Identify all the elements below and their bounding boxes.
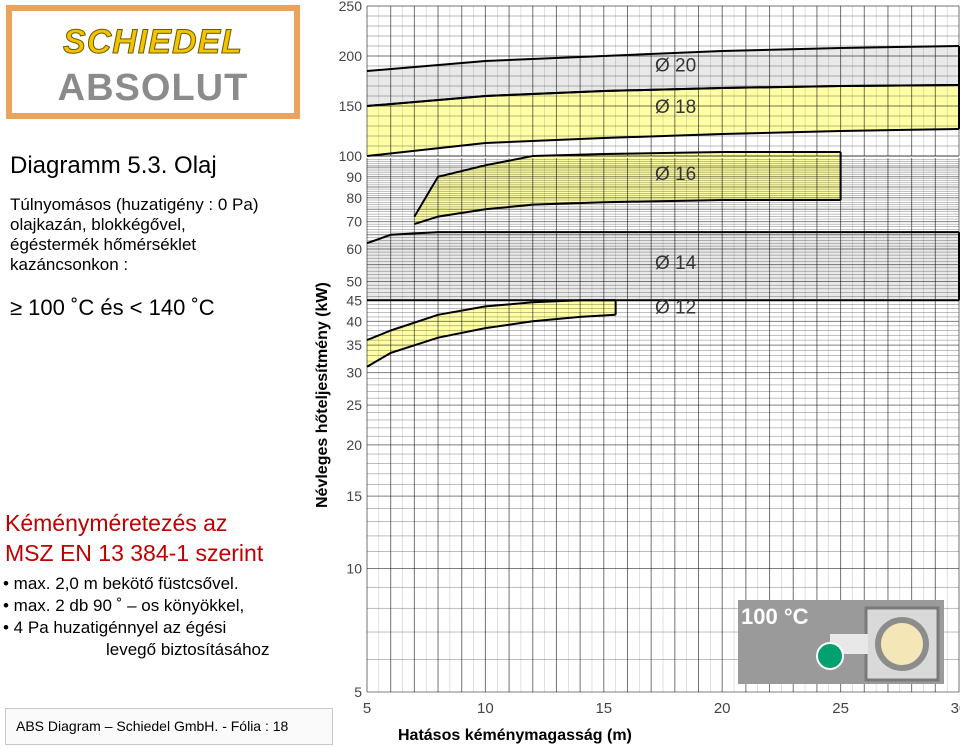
- badge-text: 100 °C: [741, 604, 809, 629]
- y-tick-label: 50: [346, 274, 362, 290]
- series-lower-boundary: [366, 84, 960, 107]
- conditions-list: • max. 2,0 m bekötő füstcsővel. • max. 2…: [3, 573, 270, 661]
- y-tick-label: 70: [346, 214, 362, 230]
- flame-icon: [875, 617, 929, 671]
- y-tick-label: 10: [346, 560, 362, 576]
- series-upper-boundary: [366, 45, 960, 72]
- series-label: Ø 20: [655, 56, 696, 77]
- series-lower-boundary: [366, 313, 616, 368]
- x-tick-label: 15: [595, 700, 612, 717]
- y-tick-label: 25: [346, 397, 362, 413]
- condition-item: • 4 Pa huzatigénnyel az égési: [3, 618, 227, 637]
- standard-heading-line-1: Kéményméretezés az: [5, 510, 228, 536]
- description-line: égéstermék hőmérséklet: [10, 235, 197, 254]
- y-tick-label: 40: [346, 313, 362, 329]
- series-label: Ø 18: [655, 97, 696, 118]
- y-tick-label: 60: [346, 241, 362, 257]
- logo-brand-text: SCHIEDEL: [63, 23, 243, 62]
- description: Túlnyomásos (huzatigény : 0 Pa) olajkazá…: [10, 195, 259, 275]
- y-tick-label: 250: [339, 0, 363, 14]
- y-tick-label: 45: [346, 292, 362, 308]
- series-lower-boundary: [366, 128, 960, 157]
- burner-status-icon: [816, 642, 844, 670]
- y-tick-label: 90: [346, 169, 362, 185]
- y-tick-label: 20: [346, 437, 362, 453]
- y-tick-label: 35: [346, 337, 362, 353]
- y-tick-label: 30: [346, 365, 362, 381]
- y-tick-label: 100: [339, 148, 363, 164]
- footer-text: ABS Diagram – Schiedel GmbH. - Fólia : 1…: [16, 718, 289, 734]
- diagram-title: Diagramm 5.3. Olaj: [10, 152, 217, 179]
- temperature-badge: 100 °C: [738, 600, 944, 684]
- temperature-range: ≥ 100 ˚C és < 140 ˚C: [10, 295, 215, 320]
- x-tick-label: 5: [363, 700, 371, 717]
- description-line: kazáncsonkon :: [10, 255, 129, 274]
- series-upper-boundary: [366, 231, 959, 245]
- series-band: [367, 85, 959, 156]
- description-line: olajkazán, blokkégővel,: [10, 215, 186, 234]
- y-tick-label: 5: [354, 684, 362, 700]
- condition-item: levegő biztosításához: [106, 640, 270, 659]
- footer-caption: ABS Diagram – Schiedel GmbH. - Fólia : 1…: [5, 708, 333, 745]
- series-upper-boundary: [413, 151, 841, 218]
- x-tick-label: 10: [477, 700, 494, 717]
- series-label: Ø 14: [655, 253, 697, 274]
- y-tick-label: 150: [339, 98, 363, 114]
- y-tick-label: 15: [346, 488, 362, 504]
- x-tick-label: 30: [951, 700, 960, 717]
- description-line: Túlnyomásos (huzatigény : 0 Pa): [10, 195, 259, 214]
- condition-item: • max. 2 db 90 ˚ – os könyökkel,: [3, 596, 245, 615]
- condition-item: • max. 2,0 m bekötő füstcsővel.: [3, 574, 239, 593]
- x-tick-label: 25: [832, 700, 849, 717]
- series-label: Ø 16: [655, 164, 696, 185]
- y-tick-label: 80: [346, 190, 362, 206]
- series-label: Ø 12: [655, 297, 696, 318]
- series-lower-boundary: [414, 199, 841, 226]
- x-tick-label: 20: [714, 700, 731, 717]
- logo-product-text: ABSOLUT: [57, 67, 249, 109]
- x-axis-label: Hatásos kéménymagasság (m): [398, 727, 632, 744]
- schiedel-absolut-logo: SCHIEDEL ABSOLUT: [6, 5, 300, 119]
- y-axis-label: Névleges hőteljesítmény (kW): [314, 282, 331, 508]
- standard-heading-line-2: MSZ EN 13 384-1 szerint: [5, 540, 264, 566]
- y-tick-label: 200: [339, 48, 363, 64]
